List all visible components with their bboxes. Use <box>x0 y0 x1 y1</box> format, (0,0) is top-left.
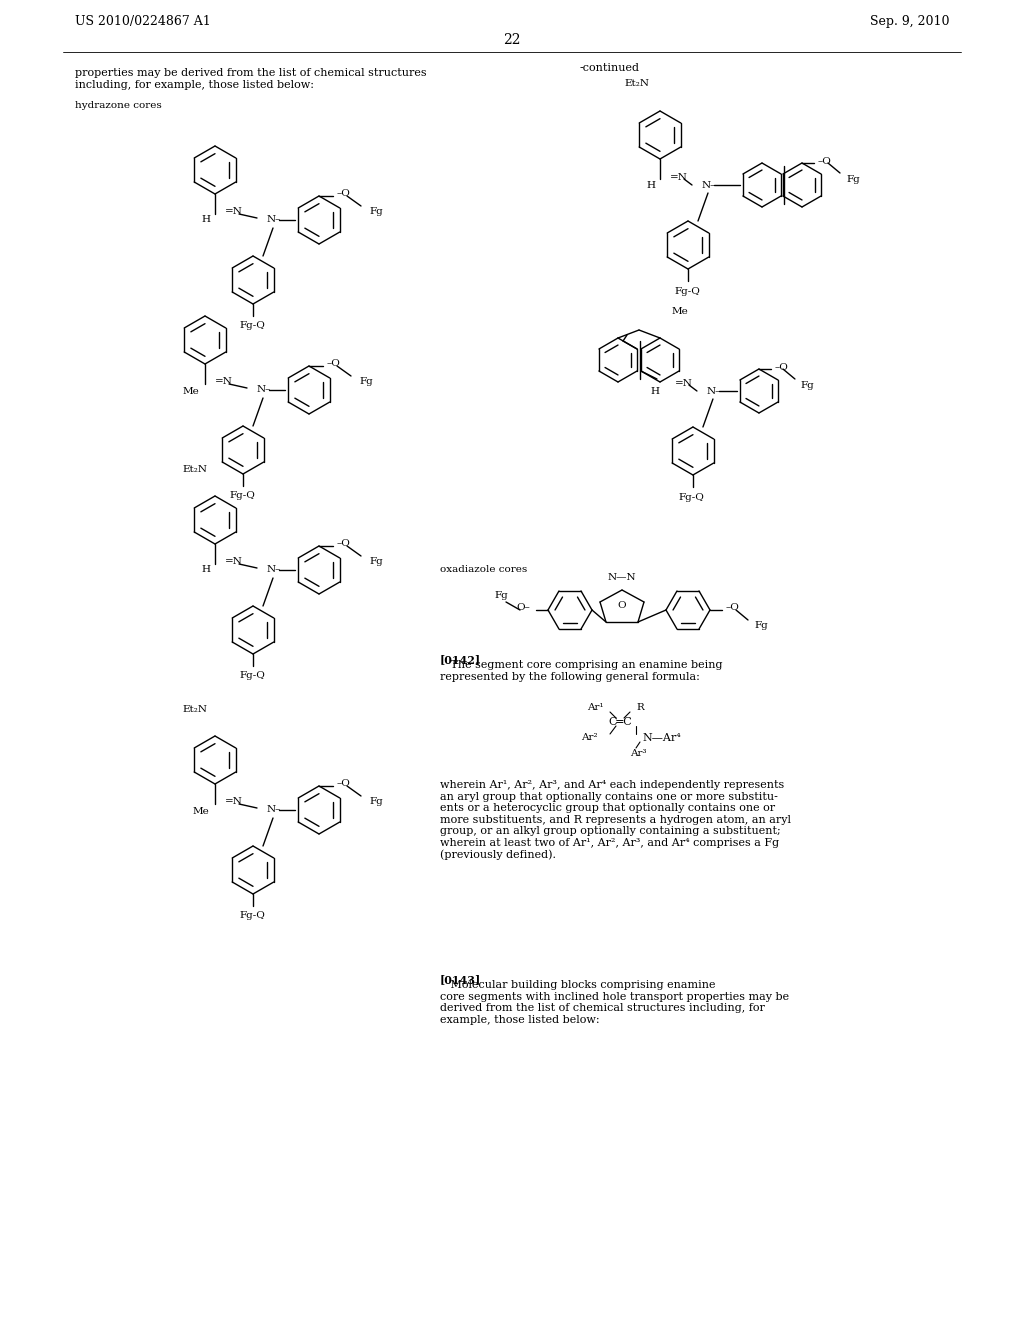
Text: Fg: Fg <box>846 174 860 183</box>
Text: oxadiazole cores: oxadiazole cores <box>440 565 527 574</box>
Text: Et₂N: Et₂N <box>624 79 649 88</box>
Text: =N: =N <box>215 378 232 387</box>
Text: R: R <box>636 704 644 713</box>
Text: N–: N– <box>267 565 282 574</box>
Text: Fg-Q: Fg-Q <box>679 492 705 502</box>
Text: Fg-Q: Fg-Q <box>239 322 265 330</box>
Text: The segment core comprising an enamine being
represented by the following genera: The segment core comprising an enamine b… <box>440 660 723 681</box>
Text: Me: Me <box>672 308 689 317</box>
Text: [0143]: [0143] <box>440 974 481 986</box>
Text: Fg-Q: Fg-Q <box>674 286 699 296</box>
Text: Fg: Fg <box>801 380 815 389</box>
Text: O: O <box>617 602 627 610</box>
Text: N–: N– <box>257 385 271 395</box>
Text: N—Ar⁴: N—Ar⁴ <box>642 733 681 743</box>
Text: –O: –O <box>337 540 351 549</box>
Text: hydrazone cores: hydrazone cores <box>75 100 162 110</box>
Text: N–: N– <box>267 215 282 224</box>
Text: Ar³: Ar³ <box>630 750 646 759</box>
Text: -continued: -continued <box>580 63 640 73</box>
Text: C═C: C═C <box>608 717 632 727</box>
Text: –O: –O <box>327 359 341 368</box>
Text: US 2010/0224867 A1: US 2010/0224867 A1 <box>75 16 211 29</box>
Text: –O: –O <box>337 780 351 788</box>
Text: wherein Ar¹, Ar², Ar³, and Ar⁴ each independently represents
an aryl group that : wherein Ar¹, Ar², Ar³, and Ar⁴ each inde… <box>440 780 791 861</box>
Text: =N: =N <box>670 173 688 181</box>
Text: H: H <box>651 387 659 396</box>
Text: H: H <box>646 181 655 190</box>
Text: H: H <box>201 565 210 574</box>
Text: Ar²: Ar² <box>582 734 598 742</box>
Text: –O: –O <box>775 363 788 371</box>
Text: =N: =N <box>225 557 243 566</box>
Text: Fg: Fg <box>494 591 508 601</box>
Text: –O: –O <box>818 157 831 165</box>
Text: Me: Me <box>183 388 200 396</box>
Text: Sep. 9, 2010: Sep. 9, 2010 <box>870 16 949 29</box>
Text: Fg: Fg <box>369 557 383 566</box>
Text: =N: =N <box>225 797 243 807</box>
Text: O–: O– <box>516 603 530 612</box>
Text: Et₂N: Et₂N <box>182 705 207 714</box>
Text: [0142]: [0142] <box>440 655 481 665</box>
Text: Fg: Fg <box>369 797 383 807</box>
Text: properties may be derived from the list of chemical structures
including, for ex: properties may be derived from the list … <box>75 69 427 90</box>
Text: –O: –O <box>337 190 351 198</box>
Text: =N: =N <box>675 379 693 388</box>
Text: N–: N– <box>267 805 282 814</box>
Text: Fg-Q: Fg-Q <box>239 912 265 920</box>
Text: Fg-Q: Fg-Q <box>229 491 255 500</box>
Text: Ar¹: Ar¹ <box>588 704 604 713</box>
Text: N—N: N—N <box>607 573 636 582</box>
Text: Fg: Fg <box>754 622 768 631</box>
Text: 22: 22 <box>503 33 521 48</box>
Text: Et₂N: Et₂N <box>182 466 207 474</box>
Text: =N: =N <box>225 207 243 216</box>
Text: H: H <box>201 215 210 224</box>
Text: N–: N– <box>702 181 717 190</box>
Text: Fg: Fg <box>369 207 383 216</box>
Text: N–: N– <box>707 387 721 396</box>
Text: Molecular building blocks comprising enamine
core segments with inclined hole tr: Molecular building blocks comprising ena… <box>440 979 790 1024</box>
Text: Me: Me <box>193 808 210 817</box>
Text: –O: –O <box>726 603 740 612</box>
Text: Fg-Q: Fg-Q <box>239 672 265 681</box>
Text: Fg: Fg <box>359 378 373 387</box>
